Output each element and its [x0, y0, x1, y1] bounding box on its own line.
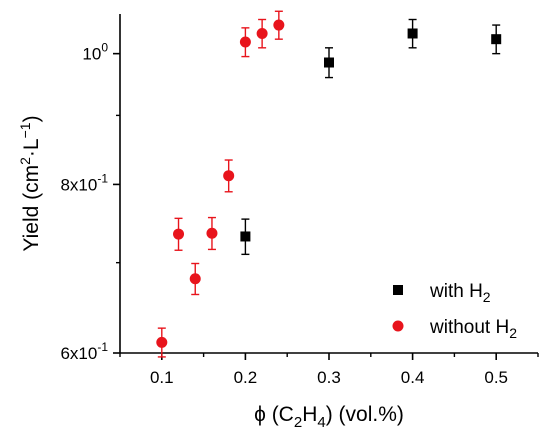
square-marker [324, 57, 334, 68]
plot-axes: 0.1 0.2 0.3 0.4 0.5 6x10-1 8x10-1 100 [60, 14, 539, 387]
legend-square-icon [393, 285, 403, 295]
square-marker [407, 28, 418, 39]
y-tick-label: 6x10-1 [60, 340, 108, 363]
data-markers [156, 19, 502, 348]
circle-marker [189, 273, 201, 285]
legend: with H2 without H2 [392, 281, 517, 341]
square-marker [491, 34, 502, 45]
y-axis-title: Yield (cm2·L−1) [17, 115, 43, 251]
x-tick-label: 0.4 [401, 368, 425, 387]
legend-circle-icon [392, 320, 404, 332]
x-tick-label: 0.3 [317, 368, 341, 387]
circle-marker [273, 19, 285, 31]
legend-label: without H2 [429, 317, 517, 341]
x-tick-label: 0.5 [484, 368, 508, 387]
axis-titles: ϕ (C2H4) (vol.%) Yield (cm2·L−1) [17, 115, 404, 431]
circle-marker [173, 228, 185, 240]
circle-marker [239, 36, 251, 48]
circle-marker [256, 27, 268, 39]
y-tick-label: 8x10-1 [60, 171, 108, 194]
x-axis-title: ϕ (C2H4) (vol.%) [254, 403, 404, 431]
x-tick-label: 0.1 [150, 368, 174, 387]
circle-marker [223, 170, 235, 182]
x-tick-label: 0.2 [234, 368, 258, 387]
circle-marker [206, 227, 218, 239]
circle-marker [156, 336, 168, 348]
legend-label: with H2 [429, 281, 491, 305]
y-tick-label: 100 [82, 41, 108, 64]
square-marker [240, 231, 251, 242]
